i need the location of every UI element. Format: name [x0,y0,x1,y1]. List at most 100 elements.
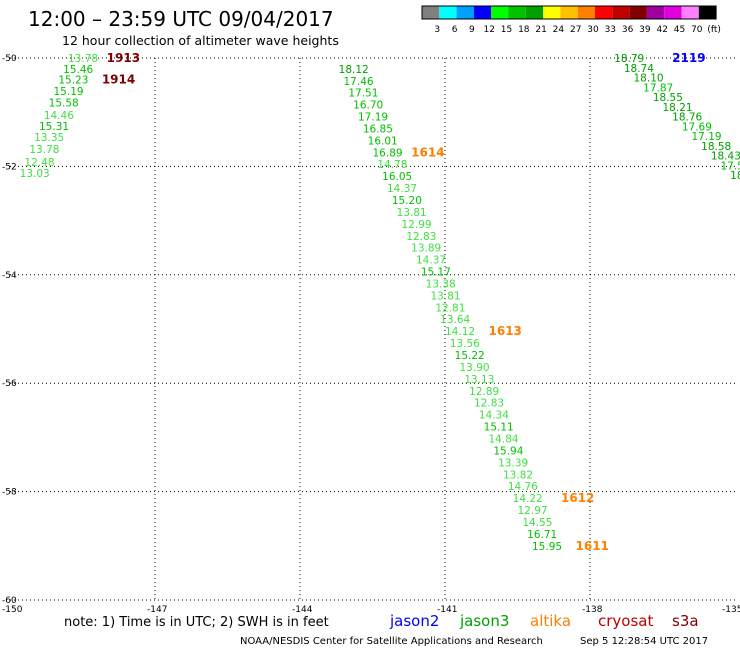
wave-height-value: 17.19 [358,112,388,124]
satellite-legend: jason2 jason3 altika cryosat s3a [389,612,699,630]
wave-height-value: 15.20 [392,195,422,207]
wave-height-value: 18.58 [701,141,731,153]
legend-label: 70 [691,25,703,35]
lon-label: -144 [292,605,313,615]
map-title: 12:00 – 23:59 UTC 09/04/2017 [28,7,334,31]
wave-height-value: 16.05 [382,171,412,183]
wave-height-value: 13.03 [20,168,50,180]
lat-label: -52 [2,162,17,172]
lon-label: -150 [2,605,23,615]
wave-height-value: 14.78 [377,159,407,171]
wave-height-value: 13.13 [464,374,494,386]
pass-time-label: 2119 [672,51,705,65]
wave-height-value: 18.43 [711,151,740,163]
legend-frame [421,5,717,20]
wave-height-value: 15.17 [421,267,451,279]
lon-label: -135 [722,605,740,615]
wave-height-value: 12.99 [402,219,432,231]
legend-swatch [681,6,699,19]
wave-height-value: 18. [730,170,740,182]
wave-height-value: 15.95 [532,541,562,553]
wave-height-value: 13.64 [440,314,470,326]
wave-height-value: 13.89 [411,243,441,255]
pass-time-label: 1614 [411,145,444,159]
wave-height-value: 12.83 [474,398,504,410]
track-central: 18.1217.4617.5116.7017.1916.8516.0116.89… [339,64,609,553]
wave-height-value: 15.19 [54,86,84,98]
wave-height-value: 13.81 [397,207,427,219]
legend-swatch [612,6,630,19]
lat-label: -50 [2,54,17,64]
wave-height-value: 14.84 [489,433,519,445]
wave-height-value: 12.89 [469,386,499,398]
legend-swatch [543,6,561,19]
wave-height-value: 16.01 [368,135,398,147]
wave-height-value: 17.46 [344,76,374,88]
wave-height-value: 18.76 [672,112,702,124]
legend-label: (ft) [707,25,721,35]
wave-height-value: 18.10 [634,73,664,85]
wave-height-value: 12.81 [435,302,465,314]
color-legend: 3 6 9 12 15 18 21 24 27 30 33 36 39 42 45 70 (ft) [421,5,721,35]
satellite-jason3: jason3 [459,612,509,630]
wave-height-value: 16.71 [527,529,557,541]
satellite-cryosat: cryosat [598,612,653,630]
legend-swatch [664,6,682,19]
lon-label: -141 [437,605,457,615]
wave-height-value: 17.87 [643,82,673,94]
wave-height-value: 14.37 [387,183,417,195]
wave-height-value: 14.46 [44,110,74,122]
wave-height-value: 15.46 [63,64,93,76]
legend-swatch [456,6,474,19]
legend-swatch [577,6,595,19]
track-west: 13.7815.4615.2315.1915.5814.4615.3113.35… [20,51,140,180]
satellite-s3a: s3a [672,612,699,630]
legend-label: 9 [469,25,475,35]
wave-height-value: 12.83 [406,231,436,243]
wave-height-value: 15.23 [58,75,88,87]
wave-height-value: 18.12 [339,64,369,76]
wave-height-value: 12.97 [518,505,548,517]
wave-height-value: 13.38 [426,278,456,290]
wave-height-value: 17.19 [692,131,722,143]
wave-height-value: 18.21 [663,102,693,114]
pass-time-label: 1612 [561,491,594,505]
map-subtitle: 12 hour collection of altimeter wave hei… [62,33,339,48]
footer-timestamp: Sep 5 12:28:54 UTC 2017 [580,636,708,647]
lat-label: -54 [2,271,17,281]
legend-label: 21 [535,25,546,35]
wave-height-value: 16.85 [363,123,393,135]
wave-height-value: 14.34 [479,410,509,422]
legend-label: 27 [570,25,581,35]
lat-label: -56 [2,379,17,389]
legend-label: 30 [587,25,599,35]
wave-height-value: 13.35 [34,132,64,144]
lon-label: -138 [582,605,603,615]
legend-label: 24 [553,25,565,35]
map-grid [10,57,735,601]
legend-swatch [698,6,717,19]
legend-swatch [508,6,526,19]
wave-height-value: 13.78 [68,53,98,65]
wave-height-value: 13.81 [431,290,461,302]
legend-swatch [439,6,457,19]
legend-label: 36 [622,25,634,35]
legend-swatch [525,6,544,19]
legend-label: 33 [605,25,616,35]
map-axes: -150 -147 -144 -141 -138 -135 -50 -52 -54 -56 -58 -… [2,54,740,615]
wave-height-value: 14.55 [522,517,552,529]
wave-height-value: 15.11 [484,422,514,434]
wave-height-value: 14.22 [513,493,543,505]
satellite-altika: altika [530,612,571,630]
legend-label: 45 [674,25,685,35]
lat-label: -58 [2,488,17,498]
lat-label: -60 [2,596,17,606]
footer-credit: NOAA/NESDIS Center for Satellite Applica… [240,636,543,647]
footer-note: note: 1) Time is in UTC; 2) SWH is in fe… [64,615,329,630]
wave-height-value: 15.22 [455,350,485,362]
wave-height-value: 14.76 [508,481,538,493]
legend-swatch [646,6,665,19]
wave-height-value: 12.48 [25,157,55,169]
wave-height-value: 13.78 [29,144,59,156]
